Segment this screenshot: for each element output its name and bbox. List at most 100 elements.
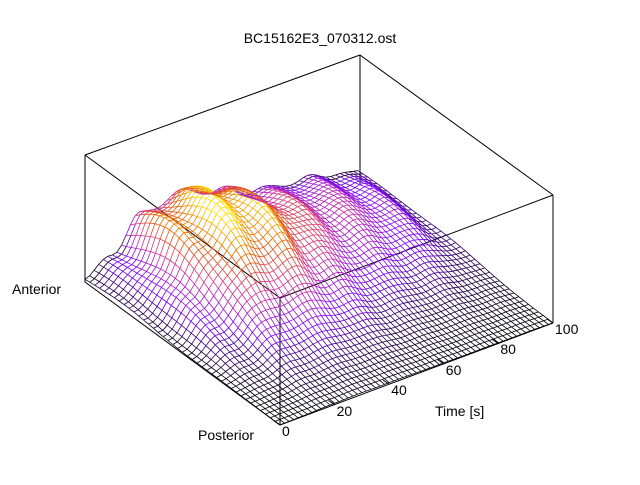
mesh-line bbox=[235, 357, 240, 362]
mesh-line bbox=[258, 212, 263, 216]
mesh-line bbox=[205, 314, 210, 317]
mesh-line bbox=[368, 340, 373, 345]
mesh-line bbox=[393, 369, 398, 373]
mesh-line bbox=[363, 326, 368, 328]
mesh-line bbox=[398, 291, 403, 297]
mesh-line bbox=[294, 337, 299, 343]
mesh-line bbox=[401, 338, 406, 342]
mesh-line bbox=[201, 352, 206, 356]
mesh-line bbox=[460, 321, 465, 323]
mesh-line bbox=[251, 403, 256, 407]
mesh-line bbox=[142, 279, 147, 285]
mesh-line bbox=[168, 338, 173, 340]
mesh-line bbox=[333, 366, 338, 371]
mesh-line bbox=[355, 185, 360, 188]
mesh-line bbox=[143, 309, 148, 314]
mesh-line bbox=[207, 201, 212, 209]
mesh-line bbox=[381, 318, 386, 323]
mesh-line bbox=[534, 317, 539, 319]
mesh-line bbox=[417, 299, 422, 300]
mesh-line bbox=[391, 228, 396, 230]
mesh-line bbox=[410, 334, 415, 338]
mesh-line bbox=[376, 307, 381, 312]
mesh-line bbox=[233, 194, 238, 195]
mesh-line bbox=[148, 313, 153, 318]
mesh-line bbox=[429, 344, 434, 346]
mesh-line bbox=[496, 302, 501, 304]
mesh-line bbox=[330, 223, 335, 227]
mesh-line bbox=[390, 222, 395, 224]
mesh-line bbox=[328, 267, 333, 273]
mesh-line bbox=[340, 313, 345, 315]
mesh-line bbox=[345, 341, 350, 347]
mesh-line bbox=[443, 352, 448, 356]
mesh-line bbox=[473, 311, 478, 312]
mesh-line bbox=[408, 309, 413, 314]
mesh-line bbox=[294, 218, 299, 222]
mesh-line bbox=[493, 332, 498, 334]
mesh-line bbox=[151, 238, 156, 252]
mesh-line bbox=[448, 272, 453, 277]
mesh-line bbox=[173, 342, 178, 345]
mesh-line bbox=[252, 305, 257, 308]
mesh-line bbox=[483, 326, 488, 330]
mesh-line bbox=[452, 255, 457, 259]
mesh-line bbox=[319, 195, 324, 197]
mesh-line bbox=[258, 368, 263, 372]
mesh-line bbox=[370, 203, 375, 205]
mesh-line bbox=[366, 378, 371, 380]
mesh-line bbox=[217, 375, 222, 378]
mesh-line bbox=[177, 313, 182, 322]
mesh-line bbox=[302, 397, 307, 399]
mesh-line bbox=[248, 327, 253, 333]
mesh-line bbox=[304, 182, 309, 183]
mesh-line bbox=[469, 312, 474, 313]
mesh-line bbox=[439, 357, 444, 359]
mesh-line bbox=[452, 342, 457, 344]
mesh-line bbox=[386, 318, 391, 323]
mesh-line bbox=[405, 251, 410, 256]
mesh-line bbox=[409, 321, 414, 326]
mesh-line bbox=[334, 301, 339, 307]
mesh-line bbox=[447, 332, 452, 334]
mesh-line bbox=[263, 360, 268, 365]
mesh-line bbox=[245, 372, 250, 374]
mesh-line bbox=[151, 252, 156, 254]
mesh-line bbox=[192, 344, 197, 348]
mesh-line bbox=[267, 355, 272, 360]
mesh-line bbox=[270, 299, 275, 300]
mesh-line bbox=[374, 271, 379, 276]
mesh-line bbox=[257, 322, 262, 326]
mesh-line bbox=[325, 213, 330, 216]
mesh-line bbox=[204, 282, 209, 289]
mesh-line bbox=[218, 281, 223, 288]
mesh-line bbox=[320, 395, 325, 397]
mesh-line bbox=[384, 289, 389, 294]
mesh-line bbox=[412, 289, 417, 294]
mesh-line bbox=[266, 329, 271, 336]
mesh-line bbox=[415, 258, 420, 260]
mesh-line bbox=[320, 205, 325, 207]
mesh-line bbox=[258, 355, 263, 360]
mesh-line bbox=[391, 236, 396, 241]
mesh-line bbox=[360, 256, 365, 261]
mesh-line bbox=[272, 352, 277, 356]
mesh-line bbox=[201, 197, 206, 198]
mesh-line bbox=[343, 394, 348, 398]
mesh-line bbox=[146, 263, 151, 265]
mesh-line bbox=[216, 350, 221, 355]
mesh-line bbox=[281, 348, 286, 349]
mesh-line bbox=[187, 353, 192, 356]
mesh-line bbox=[497, 325, 502, 327]
mesh-line bbox=[263, 232, 268, 237]
mesh-line bbox=[165, 230, 170, 242]
mesh-line bbox=[178, 220, 183, 222]
mesh-line bbox=[423, 328, 428, 329]
mesh-line bbox=[427, 310, 432, 315]
mesh-line bbox=[489, 334, 494, 336]
mesh-line bbox=[464, 309, 469, 313]
mesh-line bbox=[113, 259, 118, 262]
mesh-line bbox=[157, 285, 162, 288]
mesh-line bbox=[268, 190, 273, 193]
mesh-line bbox=[434, 349, 439, 353]
